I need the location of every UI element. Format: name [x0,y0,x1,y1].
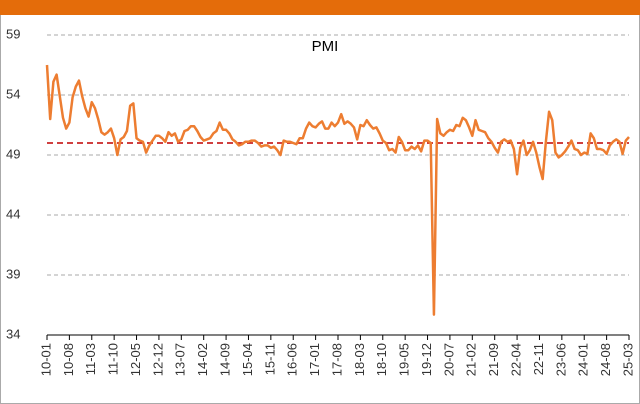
x-tick-label: 19-05 [397,343,412,376]
x-tick-label: 19-12 [419,343,434,376]
x-tick-label: 25-03 [620,343,635,376]
x-tick-label: 12-12 [150,343,165,376]
x-tick-label: 21-09 [486,343,501,376]
y-tick-label: 39 [6,266,20,281]
x-tick-label: 18-10 [374,343,389,376]
x-tick-label: 20-07 [441,343,456,376]
x-tick-label: 24-01 [576,343,591,376]
x-tick-label: 11-03 [83,343,98,375]
x-tick-label: 10-08 [61,343,76,376]
x-tick-label: 24-08 [598,343,613,376]
y-tick-label: 49 [6,146,20,161]
y-tick-label: 34 [6,326,20,341]
header-bar [0,0,640,15]
x-tick-label: 13-07 [173,343,188,376]
x-tick-label: 10-01 [38,343,53,376]
y-tick-label: 54 [6,86,20,101]
x-tick-label: 18-03 [352,343,367,376]
x-tick-label: 12-05 [128,343,143,376]
x-tick-label: 22-04 [509,343,524,376]
x-tick-label: 14-09 [218,343,233,376]
chart-title: PMI [312,38,339,55]
x-tick-label: 22-11 [531,343,546,375]
x-tick-label: 16-06 [285,343,300,376]
x-tick-label: 21-02 [464,343,479,376]
y-tick-label: 59 [6,26,20,41]
x-tick-label: 14-02 [195,343,210,376]
x-tick-label: 11-10 [106,343,121,375]
y-tick-label: 44 [6,206,20,221]
x-tick-label: 15-04 [240,343,255,376]
data-line [45,64,630,316]
x-tick-label: 17-08 [329,343,344,376]
x-tick-label: 15-11 [262,343,277,375]
x-tick-label: 17-01 [307,343,322,376]
x-tick-label: 23-06 [553,343,568,376]
